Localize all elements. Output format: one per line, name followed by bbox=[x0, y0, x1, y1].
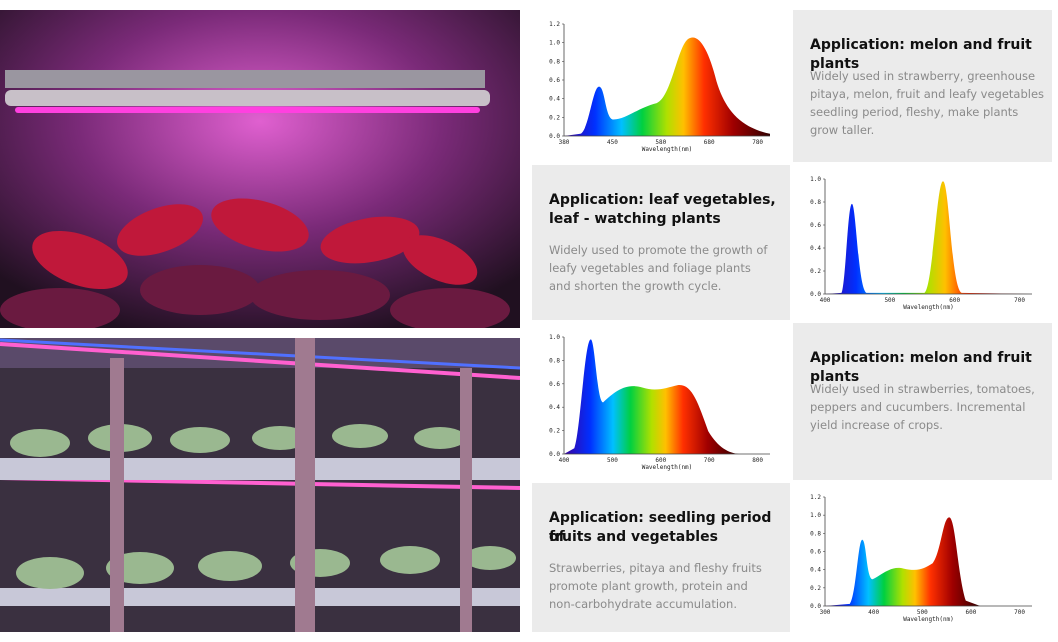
y-tick-label: 0.4 bbox=[549, 404, 560, 411]
panel-body-line: peppers and cucumbers. Incremental bbox=[810, 400, 1026, 414]
y-tick-label: 0.8 bbox=[810, 530, 821, 537]
y-tick-label: 0.4 bbox=[549, 96, 560, 103]
y-tick-label: 0.0 bbox=[810, 603, 821, 610]
spectrum-curve bbox=[564, 339, 740, 455]
y-tick-label: 1.2 bbox=[549, 21, 560, 28]
spectrum-panel: 0.0 0.2 0.4 0.6 0.8 1.0 400 500 600 700 800 Wavelen… bbox=[532, 323, 790, 480]
panel-title: Application: melon and fruit plants bbox=[810, 37, 1032, 72]
x-tick-label: 500 bbox=[607, 457, 618, 464]
y-tick-label: 1.2 bbox=[810, 494, 821, 501]
x-tick-label: 700 bbox=[1014, 297, 1025, 304]
spectrum-panel: 0.0 0.2 0.4 0.6 0.8 1.0 1.2 300 400 500 600 700 Wave… bbox=[793, 483, 1052, 632]
x-tick-label: 380 bbox=[559, 139, 570, 146]
text-panel: Application: melon and fruit plants Widel… bbox=[793, 10, 1052, 162]
y-tick-label: 0.2 bbox=[810, 268, 821, 275]
x-tick-label: 600 bbox=[949, 297, 960, 304]
panel-body-line: Widely used in strawberries, tomatoes, bbox=[810, 382, 1035, 396]
x-axis-label: Wavelength(nm) bbox=[903, 304, 954, 311]
panel-title: leaf - watching plants bbox=[549, 211, 721, 227]
x-tick-label: 450 bbox=[607, 139, 618, 146]
y-tick-label: 0.8 bbox=[810, 199, 821, 206]
panel-title: fruits and vegetables bbox=[549, 529, 718, 545]
y-tick-label: 0.2 bbox=[549, 114, 560, 121]
panel-body-line: Widely used in strawberry, greenhouse bbox=[810, 69, 1036, 83]
spectrum-curve bbox=[564, 37, 770, 136]
y-tick-label: 0.6 bbox=[810, 549, 821, 556]
x-axis-label: Wavelength(nm) bbox=[903, 616, 954, 623]
x-tick-label: 800 bbox=[752, 457, 763, 464]
x-tick-label: 780 bbox=[752, 139, 763, 146]
x-tick-label: 500 bbox=[884, 297, 895, 304]
spectrum-panel: 0.0 0.2 0.4 0.6 0.8 1.0 400 500 600 700 Wavelength… bbox=[793, 165, 1052, 320]
spectrum-curve-area bbox=[825, 181, 1032, 294]
spectrum-panel: 0.0 0.2 0.4 0.6 0.8 1.0 1.2 380 450 580 680 780 Wave… bbox=[532, 10, 790, 162]
spectrum-curve-area bbox=[564, 37, 770, 136]
photo-greenhouse-shelves bbox=[0, 338, 520, 632]
x-tick-label: 300 bbox=[820, 609, 831, 616]
panel-body-line: leafy vegetables and foliage plants bbox=[549, 261, 751, 275]
y-tick-label: 0.8 bbox=[549, 58, 560, 65]
spectrum-chart: 0.0 0.2 0.4 0.6 0.8 1.0 400 500 600 700 Wavelength… bbox=[810, 176, 1032, 311]
spectrum-curve bbox=[825, 181, 1032, 294]
y-tick-label: 0.6 bbox=[810, 222, 821, 229]
y-tick-label: 0.0 bbox=[810, 291, 821, 298]
y-tick-label: 0.6 bbox=[549, 381, 560, 388]
panel-body-line: promote plant growth, protein and bbox=[549, 579, 748, 593]
panel-body-line: grow taller. bbox=[810, 123, 875, 137]
y-tick-label: 0.2 bbox=[810, 585, 821, 592]
x-tick-label: 700 bbox=[1014, 609, 1025, 616]
spectrum-curve bbox=[825, 517, 981, 606]
y-tick-label: 0.2 bbox=[549, 428, 560, 435]
panel-body-line: Widely used to promote the growth of bbox=[549, 243, 768, 257]
panel-title: Application: seedling period of bbox=[549, 510, 772, 545]
y-tick-label: 0.4 bbox=[810, 245, 821, 252]
x-tick-label: 700 bbox=[704, 457, 715, 464]
y-tick-label: 0.0 bbox=[549, 451, 560, 458]
y-tick-label: 0.8 bbox=[549, 357, 560, 364]
panel-body-line: pitaya, melon, fruit and leafy vegetable… bbox=[810, 87, 1045, 101]
y-tick-label: 0.0 bbox=[549, 133, 560, 140]
spectrum-curve-area bbox=[825, 517, 981, 606]
spectrum-curve-area bbox=[564, 339, 740, 455]
x-axis-label: Wavelength(nm) bbox=[642, 464, 693, 471]
photo-grow-light bbox=[0, 10, 520, 328]
y-tick-label: 1.0 bbox=[549, 40, 560, 47]
x-axis-label: Wavelength(nm) bbox=[642, 146, 693, 153]
x-tick-label: 400 bbox=[868, 609, 879, 616]
text-panel: Application: leaf vegetables, leaf - watc… bbox=[532, 165, 790, 320]
x-tick-label: 400 bbox=[820, 297, 831, 304]
spectrum-chart: 0.0 0.2 0.4 0.6 0.8 1.0 1.2 300 400 500 600 700 Wave… bbox=[810, 494, 1032, 623]
x-tick-label: 500 bbox=[917, 609, 928, 616]
x-tick-label: 400 bbox=[559, 457, 570, 464]
x-tick-label: 600 bbox=[655, 457, 666, 464]
text-panel: Application: melon and fruit plants Widel… bbox=[793, 323, 1052, 480]
x-tick-label: 680 bbox=[704, 139, 715, 146]
x-tick-label: 600 bbox=[966, 609, 977, 616]
y-tick-label: 1.0 bbox=[549, 334, 560, 341]
y-tick-label: 1.0 bbox=[810, 176, 821, 183]
text-panel: Application: seedling period of fruits an… bbox=[532, 483, 790, 632]
panel-title: Application: leaf vegetables, bbox=[549, 192, 776, 208]
panel-body-line: seedling period, fleshy, make plants bbox=[810, 105, 1019, 119]
panel-body-line: yield increase of crops. bbox=[810, 418, 943, 432]
spectrum-chart: 0.0 0.2 0.4 0.6 0.8 1.0 1.2 380 450 580 680 780 Wave… bbox=[549, 21, 770, 153]
y-tick-label: 1.0 bbox=[810, 512, 821, 519]
panel-body-line: non-carbohydrate accumulation. bbox=[549, 597, 738, 611]
y-tick-label: 0.4 bbox=[810, 567, 821, 574]
y-tick-label: 0.6 bbox=[549, 77, 560, 84]
x-tick-label: 580 bbox=[655, 139, 666, 146]
spectrum-chart: 0.0 0.2 0.4 0.6 0.8 1.0 400 500 600 700 800 Wavelen… bbox=[549, 334, 770, 471]
panel-title: Application: melon and fruit plants bbox=[810, 350, 1032, 385]
panel-body-line: and shorten the growth cycle. bbox=[549, 279, 722, 293]
panel-body-line: Strawberries, pitaya and fleshy fruits bbox=[549, 561, 762, 575]
